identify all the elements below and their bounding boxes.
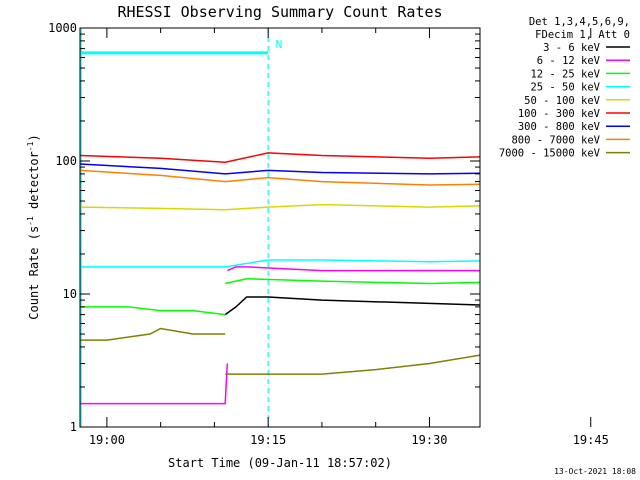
- legend-label-1: 6 - 12 keV: [537, 55, 601, 67]
- series-line-0-1: [224, 296, 480, 316]
- series-line-4-0: [80, 203, 480, 211]
- chart-title: RHESSI Observing Summary Count Rates: [117, 3, 442, 21]
- y-label-sup1: -1: [26, 216, 35, 226]
- series-line-7-0: [80, 169, 480, 186]
- y-tick-label-1: 10: [63, 287, 77, 301]
- legend-label-7: 800 - 7000 keV: [511, 134, 600, 146]
- legend-header-line-1: Det 1,3,4,5,6,9,: [529, 16, 630, 28]
- legend-label-2: 12 - 25 keV: [530, 68, 600, 80]
- series-line-1-0: [80, 363, 229, 405]
- y-label-sup2: -1: [26, 141, 35, 151]
- y-tick-label-0: 1: [70, 420, 77, 434]
- series-line-3-0: [80, 259, 480, 268]
- y-label-end: ): [27, 134, 41, 141]
- series-line-8-1: [225, 354, 480, 375]
- axes: 19:0019:1519:3019:4520:0020:1520:3011010…: [48, 21, 609, 447]
- series-line-8-0: [80, 327, 226, 341]
- y-label-mid: detector: [27, 151, 41, 216]
- x-axis-label: Start Time (09-Jan-11 18:57:02): [168, 456, 392, 470]
- annotation-n-0: N: [276, 38, 283, 51]
- series-line-1-1: [227, 266, 480, 272]
- legend-label-5: 100 - 300 keV: [518, 108, 601, 120]
- legend-label-3: 25 - 50 keV: [530, 82, 600, 94]
- x-tick-label-2: 19:30: [411, 433, 447, 447]
- x-tick-label-3: 19:45: [573, 433, 609, 447]
- legend-header-line-2: FDecim 1, Att 0: [535, 29, 630, 41]
- series-line-6-0: [80, 163, 480, 175]
- plot-frame: [79, 27, 481, 428]
- x-tick-label-1: 19:15: [250, 433, 286, 447]
- legend: Det 1,3,4,5,6,9, FDecim 1, Att 0 3 - 6 k…: [499, 16, 630, 160]
- legend-label-8: 7000 - 15000 keV: [499, 148, 601, 160]
- x-tick-label-0: 19:00: [89, 433, 125, 447]
- series-line-2-0: [80, 306, 226, 316]
- footer-date: 13-Oct-2021 18:08: [554, 467, 636, 476]
- y-axis-label: Count Rate (s-1 detector-1): [26, 134, 41, 319]
- legend-label-4: 50 - 100 keV: [524, 95, 601, 107]
- y-tick-label-2: 100: [55, 154, 77, 168]
- legend-label-0: 3 - 6 keV: [543, 42, 601, 54]
- series-line-5-0: [80, 152, 480, 163]
- y-label-main: Count Rate (s: [27, 226, 41, 320]
- series-line-2-1: [225, 278, 480, 285]
- y-tick-label-3: 1000: [48, 21, 77, 35]
- legend-label-6: 300 - 800 keV: [518, 121, 601, 133]
